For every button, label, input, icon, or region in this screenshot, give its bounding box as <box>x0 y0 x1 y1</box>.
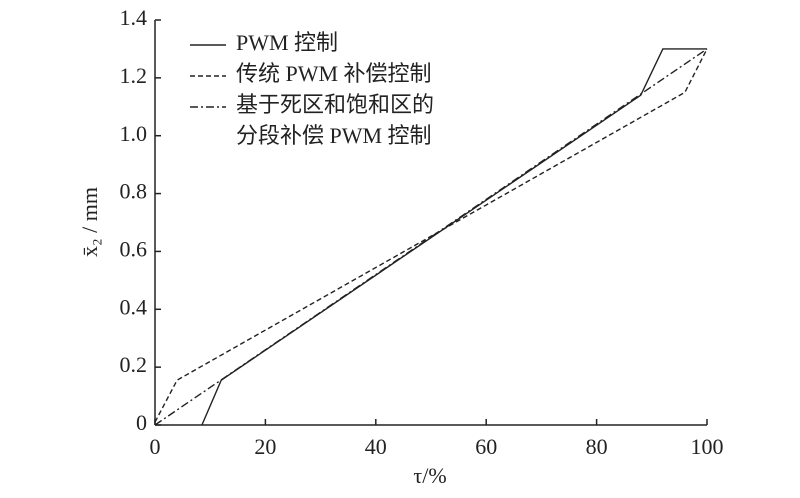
series-line <box>154 48 708 426</box>
y-tick-label: 1.4 <box>120 5 148 30</box>
y-tick-label: 0.2 <box>120 352 148 377</box>
y-axis-label: x̄₂ / mm <box>77 187 102 257</box>
x-tick-label: 0 <box>150 434 161 459</box>
y-tick-label: 0.8 <box>120 179 148 204</box>
x-axis-label: τ/% <box>413 463 446 488</box>
y-tick-label: 1.0 <box>120 121 148 146</box>
legend-label: 基于死区和饱和区的分段补偿 PWM 控制 <box>236 92 434 148</box>
x-tick-label: 80 <box>586 434 608 459</box>
y-tick-label: 0 <box>136 410 147 435</box>
x-tick-label: 20 <box>254 434 276 459</box>
y-tick-label: 1.2 <box>120 63 148 88</box>
y-tick-label: 0.6 <box>120 236 148 261</box>
legend-label: 传统 PWM 补偿控制 <box>236 61 432 86</box>
x-tick-label: 40 <box>365 434 387 459</box>
x-tick-label: 100 <box>691 434 724 459</box>
legend-label: PWM 控制 <box>236 30 338 55</box>
series-line <box>154 48 708 423</box>
x-tick-label: 60 <box>475 434 497 459</box>
series-line <box>201 48 707 426</box>
y-tick-label: 0.4 <box>120 294 148 319</box>
